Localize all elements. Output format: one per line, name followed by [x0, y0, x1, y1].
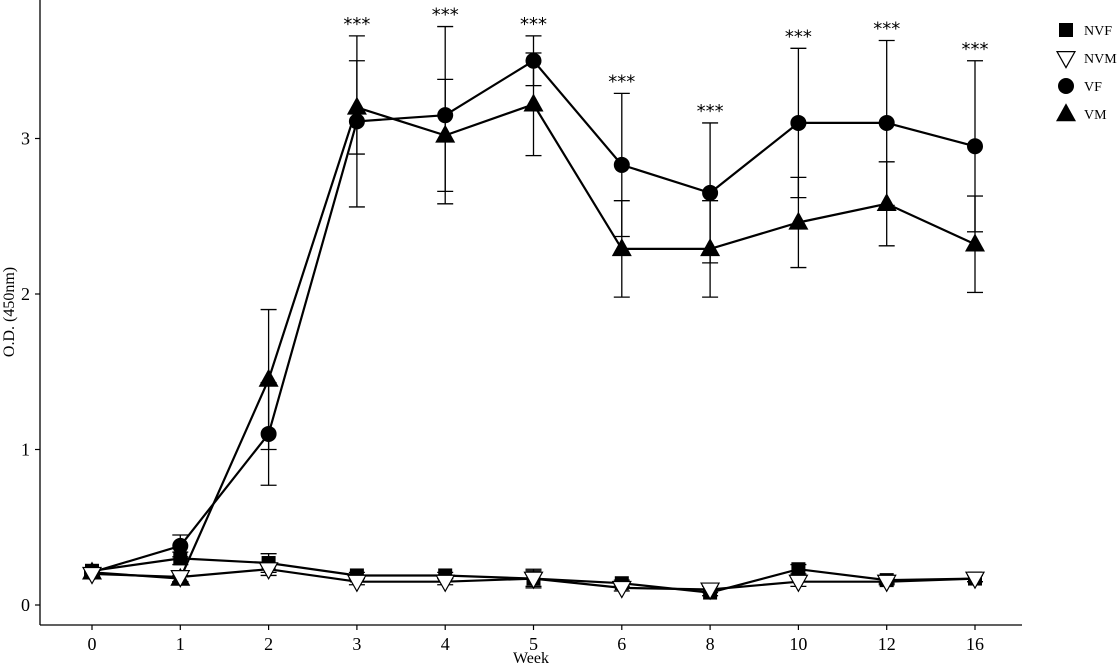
y-axis-title: O.D. (450nm) [1, 267, 18, 357]
point-vm [965, 233, 985, 252]
x-tick-label: 16 [966, 634, 984, 654]
y-tick-label: 3 [21, 129, 30, 149]
x-tick-label: 3 [352, 634, 361, 654]
point-nvm [964, 571, 986, 590]
point-nvm [170, 570, 191, 588]
legend: NVF NVM VF VM [1055, 23, 1117, 123]
significance-mark: *** [962, 39, 989, 60]
legend-key-vm [1056, 103, 1076, 122]
point-vm [523, 93, 544, 112]
point-nvf [791, 562, 806, 577]
point-nvm [435, 574, 456, 593]
series-markers [81, 52, 986, 601]
point-nvf [173, 551, 188, 566]
point-vm [876, 193, 897, 212]
legend-label: VF [1084, 80, 1102, 95]
point-vm [435, 124, 456, 143]
significance-mark: *** [520, 14, 547, 35]
legend-label: NVF [1084, 24, 1112, 39]
point-vf [967, 138, 983, 155]
y-tick-label: 0 [21, 595, 30, 615]
x-tick-label: 8 [706, 634, 715, 654]
legend-key-nvm [1055, 50, 1077, 69]
x-tick-label: 1 [176, 634, 185, 654]
y-tick-label: 1 [21, 440, 30, 460]
x-tick-label: 2 [264, 634, 273, 654]
x-tick-label: 0 [88, 634, 97, 654]
point-nvm [81, 566, 103, 585]
point-vm [611, 238, 632, 257]
point-vf [790, 114, 807, 131]
point-nvm [346, 574, 367, 593]
significance-mark: *** [785, 26, 812, 47]
point-vf [348, 113, 365, 130]
point-nvm [876, 574, 897, 593]
point-vf [525, 52, 542, 69]
point-vm [700, 238, 721, 257]
significance-mark: *** [432, 5, 459, 26]
significance-mark: *** [608, 71, 635, 92]
x-tick-label: 4 [441, 634, 450, 654]
point-vf [437, 107, 454, 124]
legend-label: NVM [1084, 52, 1117, 67]
significance-mark: *** [343, 14, 370, 35]
x-tick-label: 12 [878, 634, 896, 654]
point-vf [260, 425, 277, 442]
legend-key-vf [1058, 78, 1074, 94]
point-vm [346, 96, 367, 115]
point-vm [788, 211, 809, 230]
point-vf [702, 184, 719, 201]
significance-mark: *** [873, 19, 900, 40]
point-nvm [258, 562, 279, 581]
point-vf [878, 114, 895, 131]
significance-marks: *** *** *** *** *** *** *** *** [343, 5, 988, 122]
x-tick-label: 5 [529, 634, 538, 654]
point-vf [172, 537, 189, 554]
significance-mark: *** [697, 101, 724, 122]
point-nvm [523, 571, 544, 590]
error-bars [84, 25, 983, 597]
series-line-vm [91, 102, 976, 580]
point-nvm [611, 580, 632, 599]
point-nvm [700, 582, 721, 601]
x-axis-title: Week [513, 650, 549, 666]
x-tick-label: 6 [617, 634, 626, 654]
point-vm [258, 368, 279, 387]
legend-label: VM [1084, 108, 1107, 123]
legend-key-nvf [1059, 23, 1073, 37]
point-vf [613, 156, 630, 173]
y-tick-label: 2 [21, 284, 30, 304]
point-nvm [788, 574, 809, 593]
x-tick-label: 10 [789, 634, 807, 654]
